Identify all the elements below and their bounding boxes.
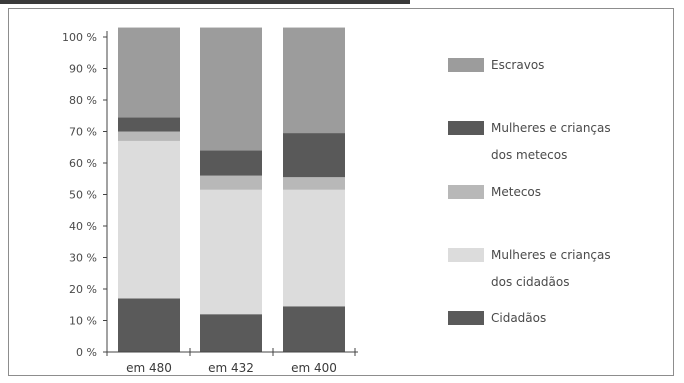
legend-label: dos cidadãos: [491, 275, 570, 289]
y-tick-label: 70 %: [69, 126, 97, 139]
legend-label: Escravos: [491, 58, 544, 72]
bar-segment-1-4: [118, 117, 180, 132]
bar-segment-3-3: [283, 177, 345, 190]
y-tick-label: 100 %: [62, 31, 97, 44]
legend-label: dos metecos: [491, 148, 567, 162]
y-tick-label: 10 %: [69, 315, 97, 328]
x-tick-label: em 432: [208, 361, 254, 375]
x-tick-label: em 480: [126, 361, 172, 375]
bar-segment-2-1: [200, 314, 262, 352]
bar-segment-2-2: [200, 189, 262, 315]
bar-segment-3-5: [283, 27, 345, 134]
bar-segment-1-2: [118, 140, 180, 299]
bar-segment-1-1: [118, 298, 180, 352]
y-tick-label: 60 %: [69, 157, 97, 170]
bar-segment-3-2: [283, 189, 345, 307]
legend-swatch: [448, 311, 484, 325]
legend-label: Metecos: [491, 185, 541, 199]
bar-segment-2-4: [200, 150, 262, 176]
legend-swatch: [448, 248, 484, 262]
bar-segment-1-5: [118, 27, 180, 118]
legend-swatch: [448, 58, 484, 72]
bar-segment-2-5: [200, 27, 262, 151]
bar-segment-3-1: [283, 306, 345, 352]
bar-segment-1-3: [118, 131, 180, 141]
y-tick-label: 90 %: [69, 63, 97, 76]
legend-swatch: [448, 121, 484, 135]
top-border-bar: [0, 0, 410, 4]
y-tick-label: 80 %: [69, 94, 97, 107]
legend-label: Cidadãos: [491, 311, 546, 325]
y-tick-label: 20 %: [69, 283, 97, 296]
y-tick-label: 50 %: [69, 189, 97, 202]
bar-segment-3-4: [283, 133, 345, 178]
y-tick-label: 0 %: [76, 346, 97, 359]
y-tick-label: 30 %: [69, 252, 97, 265]
bar-segment-2-3: [200, 175, 262, 190]
legend-label: Mulheres e crianças: [491, 121, 611, 135]
legend-label: Mulheres e crianças: [491, 248, 611, 262]
legend-swatch: [448, 185, 484, 199]
y-tick-label: 40 %: [69, 220, 97, 233]
x-tick-label: em 400: [291, 361, 337, 375]
